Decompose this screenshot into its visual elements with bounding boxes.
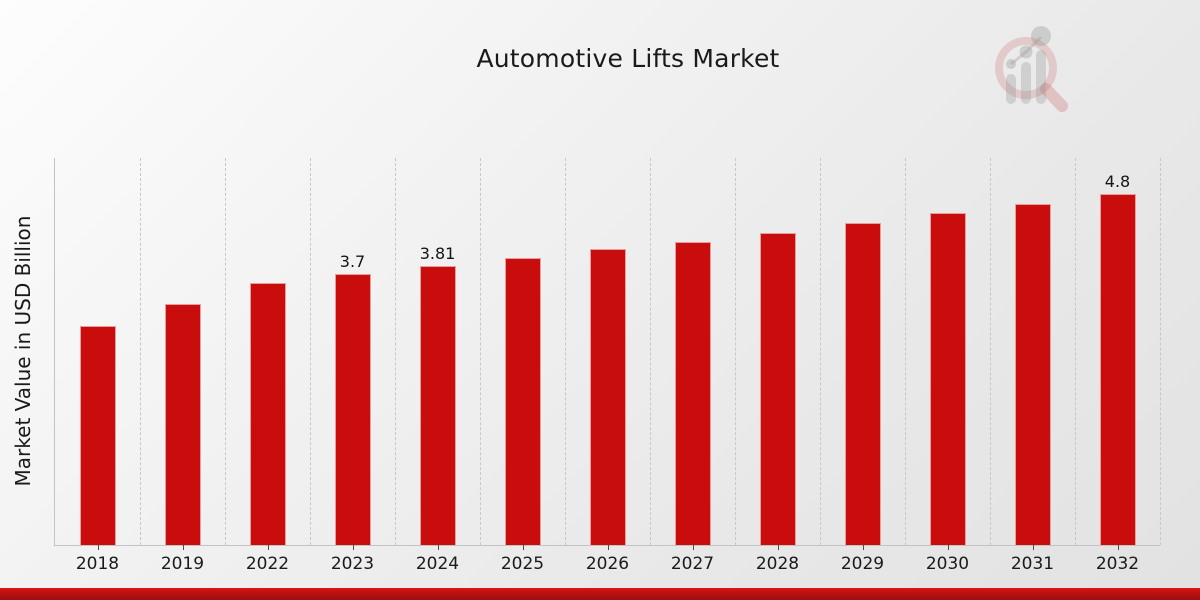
x-axis-label: 2023 bbox=[330, 554, 375, 574]
gridline bbox=[1160, 158, 1161, 545]
x-axis-label: 2024 bbox=[415, 554, 460, 574]
bar bbox=[79, 326, 116, 545]
bar bbox=[419, 266, 456, 545]
x-axis-tick bbox=[97, 545, 99, 550]
x-axis-label: 2028 bbox=[755, 554, 800, 574]
bar bbox=[1014, 204, 1051, 545]
x-axis-label: 2032 bbox=[1095, 554, 1140, 574]
bar bbox=[759, 233, 796, 545]
x-axis-tick bbox=[437, 545, 439, 550]
x-axis-label: 2019 bbox=[160, 554, 205, 574]
gridline bbox=[650, 158, 651, 545]
chart-title: Automotive Lifts Market bbox=[476, 44, 780, 73]
x-axis-tick bbox=[607, 545, 609, 550]
bar-value-label: 3.7 bbox=[339, 252, 366, 271]
bar bbox=[504, 258, 541, 545]
gridline bbox=[735, 158, 736, 545]
x-axis-label: 2030 bbox=[925, 554, 970, 574]
gridline bbox=[990, 158, 991, 545]
x-axis-tick bbox=[522, 545, 524, 550]
bar bbox=[164, 304, 201, 545]
x-axis-label: 2018 bbox=[75, 554, 120, 574]
bar bbox=[334, 274, 371, 545]
gridline bbox=[905, 158, 906, 545]
gridline bbox=[225, 158, 226, 545]
x-axis-tick bbox=[947, 545, 949, 550]
bar bbox=[929, 213, 966, 545]
gridline bbox=[820, 158, 821, 545]
x-axis-tick bbox=[182, 545, 184, 550]
bar bbox=[249, 283, 286, 545]
gridline bbox=[140, 158, 141, 545]
x-axis-label: 2027 bbox=[670, 554, 715, 574]
bar bbox=[589, 249, 626, 545]
bar bbox=[844, 223, 881, 545]
x-axis-label: 2029 bbox=[840, 554, 885, 574]
x-axis-label: 2026 bbox=[585, 554, 630, 574]
x-axis-tick bbox=[267, 545, 269, 550]
x-axis-tick bbox=[862, 545, 864, 550]
bar-value-label: 4.8 bbox=[1104, 172, 1131, 191]
x-axis-tick bbox=[1032, 545, 1034, 550]
x-axis-label: 2031 bbox=[1010, 554, 1055, 574]
x-axis-tick bbox=[352, 545, 354, 550]
magnifier-bar-chart-logo-icon bbox=[995, 26, 1068, 112]
x-axis-label: 2022 bbox=[245, 554, 290, 574]
bottom-accent-band bbox=[0, 588, 1200, 600]
x-axis-tick bbox=[692, 545, 694, 550]
gridline bbox=[565, 158, 566, 545]
x-axis-tick bbox=[1117, 545, 1119, 550]
bar bbox=[1099, 194, 1136, 545]
y-axis-title: Market Value in USD Billion bbox=[11, 215, 35, 487]
x-axis-tick bbox=[777, 545, 779, 550]
x-axis-label: 2025 bbox=[500, 554, 545, 574]
gridline bbox=[395, 158, 396, 545]
gridline bbox=[480, 158, 481, 545]
gridline bbox=[310, 158, 311, 545]
bar bbox=[674, 242, 711, 545]
bar-value-label: 3.81 bbox=[419, 244, 456, 263]
gridline bbox=[1075, 158, 1076, 545]
plot-area: 2018 2019 2022 3.7 2023 3.81 2024 2025 2026 2027 2… bbox=[54, 158, 1161, 574]
